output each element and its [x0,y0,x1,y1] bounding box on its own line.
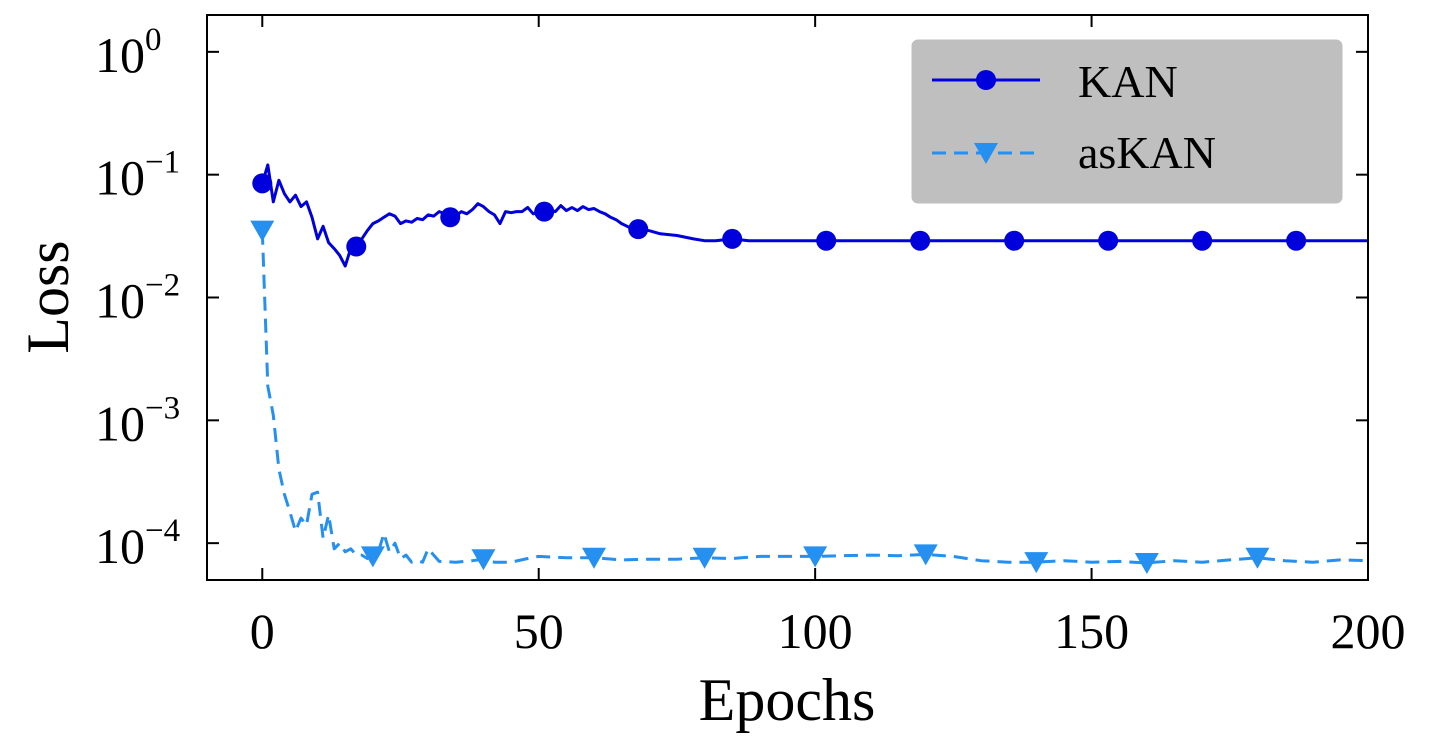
series-kan-point [252,173,273,194]
series-kan-point [534,201,555,222]
y-tick-exp-4: −4 [145,513,180,549]
y-tick-base-0: 10 [95,27,145,83]
legend-kan-marker [976,70,996,90]
legend-entry-kan: KAN [932,56,1178,107]
series-askan-point [913,544,938,566]
x-tick-label-100: 100 [778,603,853,659]
legend-entry-askan: asKAN [932,127,1216,178]
series-kan-point [910,230,931,251]
y-tick-label-1: 10−1 [95,145,180,206]
y-tick-base-2: 10 [95,273,145,329]
y-tick-label-2: 10−2 [95,268,180,329]
x-tick-label-200: 200 [1331,603,1406,659]
series-kan-point [1098,230,1119,251]
series-askan-point [471,549,496,571]
y-tick-base-3: 10 [95,395,145,451]
series-kan-point [1192,230,1213,251]
y-tick-exp-3: −3 [145,390,180,426]
y-tick-exp-1: −1 [145,145,180,181]
legend-askan-label: asKAN [1078,127,1216,178]
series-askan-point [803,546,828,568]
series-kan-line [260,163,1368,268]
series-kan-point [346,236,367,257]
legend-kan-label: KAN [1078,56,1178,107]
legend-askan-marker [974,143,998,164]
x-axis-label: Epochs [699,667,876,733]
x-tick-label-150: 150 [1054,603,1129,659]
y-tick-base-4: 10 [95,518,145,574]
series-askan-point [1245,547,1270,569]
series-askan-point [1134,552,1159,574]
series-askan-line [260,230,1368,565]
series-askan-point [360,546,385,568]
y-tick-label-3: 10−3 [95,390,180,451]
legend: KAN asKAN [911,39,1343,204]
series-askan-point [1024,552,1049,574]
y-tick-label-4: 10−4 [95,513,180,574]
y-axis-label: Loss [15,240,81,353]
series-kan-point [722,228,743,249]
series-askan-point [250,220,275,242]
series-askan-point [582,547,606,569]
series-askan-point [692,547,717,569]
series-kan-point [628,219,649,240]
series-layer [250,163,1368,574]
y-tick-exp-0: 0 [145,22,162,58]
series-kan-point [1004,230,1025,251]
series-kan-point [440,207,461,228]
x-tick-label-0: 0 [250,603,275,659]
series-kan-point [816,230,837,251]
x-tick-label-50: 50 [514,603,564,659]
series-kan-point [1286,230,1307,251]
y-tick-label-0: 100 [95,22,162,83]
y-tick-exp-2: −2 [145,268,180,304]
y-tick-base-1: 10 [95,150,145,206]
